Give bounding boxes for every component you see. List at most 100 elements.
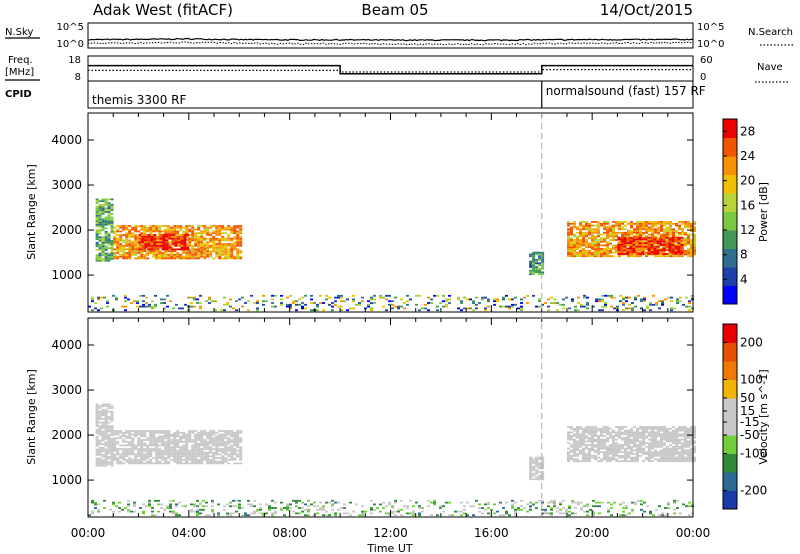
echo-cell (657, 431, 660, 434)
echo-cell (151, 507, 154, 509)
echo-cell (640, 508, 643, 511)
echo-cell (101, 241, 105, 244)
echo-cell (253, 505, 256, 508)
echo-cell (143, 453, 147, 456)
echo-cell (659, 238, 663, 241)
echo-cell (610, 294, 613, 297)
echo-cell (636, 249, 639, 252)
echo-cell (597, 248, 600, 250)
echo-cell (209, 237, 213, 240)
echo-cell (101, 430, 105, 433)
echo-cell (133, 505, 136, 508)
echo-cell (620, 253, 624, 255)
echo-cell (487, 501, 490, 504)
echo-cell (562, 499, 565, 502)
echo-cell (155, 253, 159, 256)
echo-cell (520, 505, 523, 508)
echo-cell (570, 231, 573, 234)
echo-cell (325, 294, 328, 297)
echo-cell (283, 507, 286, 509)
echo-cell (618, 240, 621, 243)
echo-cell (206, 431, 210, 434)
echo-cell (565, 296, 568, 299)
echo-cell (95, 436, 99, 438)
echo-cell (325, 501, 328, 504)
echo-cell (172, 307, 175, 310)
echo-cell (633, 445, 636, 448)
echo-cell (227, 442, 231, 445)
echo-cell (636, 230, 639, 232)
echo-cell (101, 463, 105, 465)
echo-cell (122, 226, 126, 229)
echo-cell (568, 514, 571, 517)
echo-cell (612, 454, 615, 457)
echo-cell (144, 239, 148, 242)
echo-cell (109, 508, 112, 511)
echo-cell (636, 460, 639, 463)
nsky-series-line (87, 37, 694, 42)
echo-cell (622, 514, 625, 517)
echo-cell (170, 439, 174, 441)
echo-cell (626, 251, 630, 253)
echo-cell (487, 512, 490, 515)
echo-cell (337, 296, 340, 299)
echo-cell (212, 448, 216, 450)
echo-cell (603, 222, 606, 225)
echo-cell (645, 235, 648, 238)
echo-cell (107, 416, 111, 418)
echo-cell (144, 234, 148, 236)
echo-cell (598, 501, 601, 504)
echo-cell (119, 455, 123, 458)
echo-cell (687, 442, 690, 445)
echo-cell (295, 512, 298, 515)
echo-cell (538, 462, 542, 464)
echo-cell (684, 449, 687, 452)
echo-cell (150, 246, 154, 249)
echo-cell (592, 512, 595, 515)
echo-cell (158, 257, 162, 260)
echo-cell (150, 235, 154, 238)
echo-cell (191, 230, 195, 233)
echo-cell (657, 460, 660, 463)
echo-cell (107, 243, 111, 246)
echo-cell (119, 248, 123, 251)
echo-cell (579, 442, 582, 445)
echo-cell (361, 510, 364, 513)
echo-cell (197, 243, 201, 245)
echo-cell (149, 451, 153, 454)
echo-cell (239, 239, 243, 242)
echo-cell (352, 298, 355, 301)
echo-cell (621, 460, 624, 463)
echo-cell (624, 426, 627, 428)
echo-cell (95, 211, 99, 213)
echo-cell (484, 307, 487, 310)
echo-cell (169, 507, 172, 509)
echo-cell (274, 501, 277, 504)
echo-cell (645, 436, 648, 439)
echo-cell (669, 460, 672, 463)
echo-cell (107, 430, 111, 433)
echo-cell (161, 455, 165, 458)
echo-cell (172, 510, 175, 513)
echo-cell (128, 235, 132, 238)
echo-cell (236, 248, 240, 251)
echo-cell (403, 505, 406, 508)
echo-cell (180, 235, 184, 238)
echo-cell (233, 462, 237, 465)
echo-cell (642, 460, 645, 463)
echo-cell (194, 448, 198, 450)
echo-cell (179, 226, 183, 229)
echo-cell (156, 237, 160, 240)
echo-cell (391, 505, 394, 508)
echo-cell (657, 244, 660, 247)
echo-cell (194, 442, 198, 445)
echo-cell (624, 442, 627, 445)
echo-cell (182, 449, 186, 452)
echo-cell (529, 460, 533, 463)
echo-cell (162, 234, 166, 236)
echo-cell (104, 430, 108, 433)
echo-cell (185, 451, 189, 454)
echo-cell (612, 445, 615, 448)
echo-cell (194, 243, 198, 245)
echo-cell (203, 451, 207, 454)
